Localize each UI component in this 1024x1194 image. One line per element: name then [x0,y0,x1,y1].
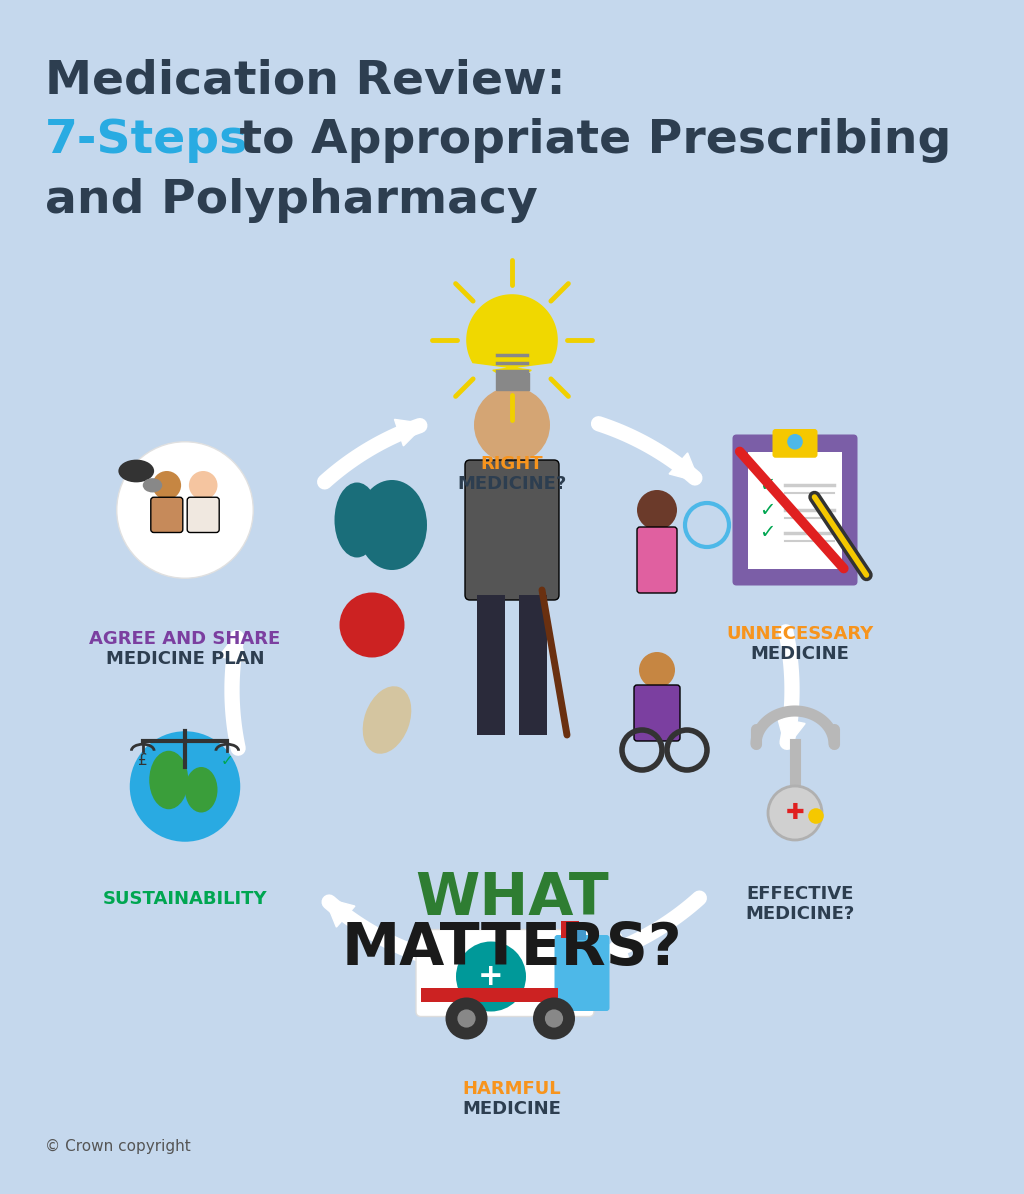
FancyBboxPatch shape [416,929,594,1016]
Bar [519,595,547,736]
Text: RIGHT: RIGHT [480,455,544,473]
Text: ✓: ✓ [759,500,775,519]
Text: HARMFUL: HARMFUL [463,1081,561,1098]
Bar [477,595,505,736]
FancyBboxPatch shape [772,429,817,457]
Text: MEDICINE: MEDICINE [751,645,850,663]
FancyBboxPatch shape [732,435,857,585]
Text: MEDICINE?: MEDICINE? [745,905,855,923]
Text: +: + [478,962,504,991]
Text: WHAT: WHAT [415,870,609,927]
Text: £: £ [138,753,147,768]
Text: ✓: ✓ [759,475,775,494]
Bar [421,989,557,1003]
FancyBboxPatch shape [634,685,680,741]
Bar [561,921,579,938]
Polygon shape [467,295,557,381]
Circle shape [808,808,823,824]
Circle shape [117,442,253,578]
Ellipse shape [150,751,188,810]
Text: © Crown copyright: © Crown copyright [45,1139,190,1153]
Polygon shape [219,632,247,661]
Circle shape [445,997,487,1040]
Text: MEDICINE PLAN: MEDICINE PLAN [105,650,264,667]
Polygon shape [598,934,630,961]
Text: AGREE AND SHARE: AGREE AND SHARE [89,630,281,648]
Bar [568,930,586,940]
Ellipse shape [362,687,412,753]
Polygon shape [777,718,805,749]
Ellipse shape [340,592,404,658]
Circle shape [639,652,675,688]
FancyBboxPatch shape [555,935,609,1011]
Bar [749,451,842,568]
FancyBboxPatch shape [151,497,183,533]
Circle shape [637,490,677,530]
Circle shape [458,1009,475,1028]
Circle shape [153,470,181,499]
Text: MATTERS?: MATTERS? [342,921,682,977]
Text: and Polypharmacy: and Polypharmacy [45,178,538,223]
Text: to Appropriate Prescribing: to Appropriate Prescribing [223,118,951,164]
Ellipse shape [185,767,217,812]
Circle shape [768,786,822,841]
Polygon shape [394,419,426,445]
Polygon shape [669,453,699,482]
FancyBboxPatch shape [187,497,219,533]
Text: SUSTAINABILITY: SUSTAINABILITY [102,890,267,907]
Text: Medication Review:: Medication Review: [45,59,565,103]
Circle shape [474,387,550,463]
Text: UNNECESSARY: UNNECESSARY [726,624,873,644]
Ellipse shape [357,480,427,570]
Polygon shape [325,898,355,927]
Circle shape [130,731,241,842]
Ellipse shape [119,460,155,482]
Circle shape [787,433,803,450]
Circle shape [534,997,575,1040]
Text: ✚: ✚ [785,804,804,823]
Circle shape [456,942,526,1011]
Circle shape [545,1009,563,1028]
Ellipse shape [335,482,380,558]
Circle shape [188,470,217,499]
FancyBboxPatch shape [637,527,677,593]
Text: 7-Steps: 7-Steps [45,118,249,164]
Text: ✓: ✓ [759,523,775,542]
Bar [496,373,528,389]
FancyBboxPatch shape [465,460,559,601]
Ellipse shape [142,478,162,492]
Text: MEDICINE: MEDICINE [463,1100,561,1118]
Text: MEDICINE?: MEDICINE? [458,475,566,493]
Text: EFFECTIVE: EFFECTIVE [746,885,854,903]
Text: ✓: ✓ [221,753,233,768]
